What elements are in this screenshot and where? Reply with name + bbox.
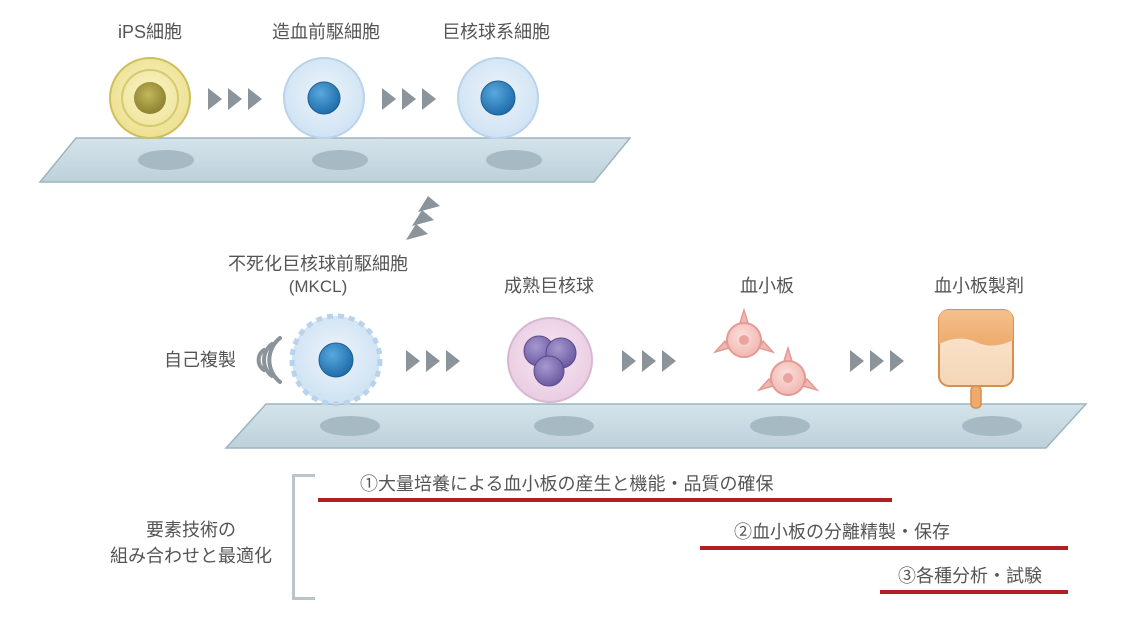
note-bar-3 [880,590,1068,594]
arrow-triple-3 [406,350,464,372]
label-ips: iPS細胞 [118,18,182,44]
label-mkcl-line2: (MKCL) [289,277,348,296]
platelets-icon [696,300,836,420]
label-mk: 巨核球系細胞 [442,18,550,44]
arrow-triple-5 [850,350,908,372]
label-mkcl: 不死化巨核球前駆細胞 (MKCL) [228,250,408,297]
note-item-3: ③各種分析・試験 [898,562,1042,588]
cell-ips [100,48,200,148]
notes-left-line1: 要素技術の [146,520,236,540]
note-item-1: ①大量培養による血小板の産生と機能・品質の確保 [360,470,773,496]
label-product: 血小板製剤 [934,272,1024,298]
notes-left-label: 要素技術の 組み合わせと最適化 [110,516,272,568]
label-mkcl-line1: 不死化巨核球前駆細胞 [228,254,408,274]
label-hpc: 造血前駆細胞 [272,18,380,44]
cell-mature-megakaryocyte [495,305,605,415]
note-bar-2 [700,546,1068,550]
arrow-triple-4 [622,350,680,372]
label-mature-mk: 成熟巨核球 [504,272,594,298]
arrow-triple-1 [208,88,266,110]
note-item-2: ②血小板の分離精製・保存 [734,518,950,544]
label-platelets: 血小板 [740,272,794,298]
cell-mkcl [281,305,391,415]
arrow-triple-down [398,196,454,252]
cell-hpc [274,48,374,148]
diagram-stage: iPS細胞 造血前駆細胞 巨核球系細胞 [0,0,1142,637]
arrow-triple-2 [382,88,440,110]
notes-left-line2: 組み合わせと最適化 [110,546,272,566]
note-bar-1 [318,498,892,502]
cell-mk-lineage [448,48,548,148]
label-self-replication: 自己複製 [164,346,236,372]
bracket-left [292,474,315,600]
platelet-product-bag-icon [921,302,1031,422]
